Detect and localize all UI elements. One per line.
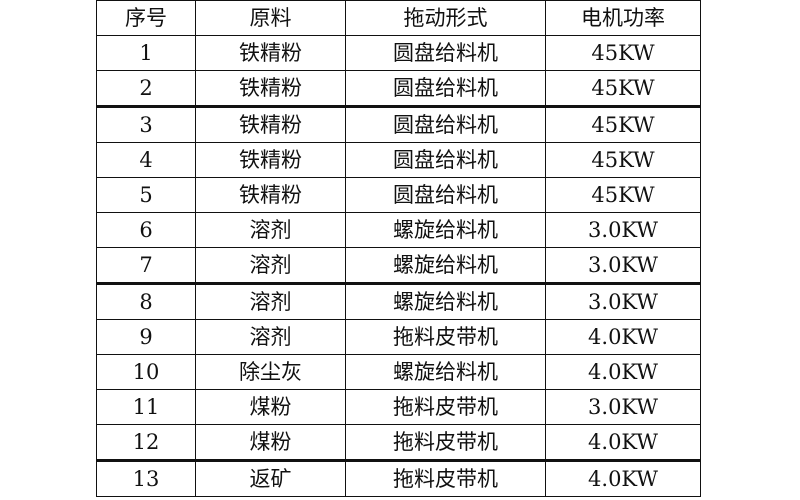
cell-drive: 拖料皮带机 bbox=[345, 389, 546, 425]
table-row: 10 除尘灰 螺旋给料机 4.0KW bbox=[96, 354, 701, 390]
cell-no: 12 bbox=[96, 424, 196, 461]
table-row: 11 煤粉 拖料皮带机 3.0KW bbox=[96, 389, 701, 425]
cell-no: 1 bbox=[96, 35, 196, 71]
table-row: 2 铁精粉 圆盘给料机 45KW bbox=[96, 70, 701, 107]
cell-power: 4.0KW bbox=[545, 319, 701, 355]
cell-material: 煤粉 bbox=[195, 389, 346, 425]
cell-material: 铁精粉 bbox=[195, 70, 346, 107]
cell-drive: 拖料皮带机 bbox=[345, 424, 546, 461]
cell-no: 2 bbox=[96, 70, 196, 107]
cell-drive: 螺旋给料机 bbox=[345, 282, 546, 320]
cell-drive: 拖料皮带机 bbox=[345, 319, 546, 355]
cell-power: 3.0KW bbox=[545, 389, 701, 425]
table-row: 8 溶剂 螺旋给料机 3.0KW bbox=[96, 282, 701, 320]
cell-material: 铁精粉 bbox=[195, 177, 346, 213]
cell-power: 45KW bbox=[545, 177, 701, 213]
cell-drive: 拖料皮带机 bbox=[345, 459, 546, 497]
cell-drive: 圆盘给料机 bbox=[345, 70, 546, 107]
header-no: 序号 bbox=[96, 0, 196, 36]
table-row: 3 铁精粉 圆盘给料机 45KW bbox=[96, 105, 701, 143]
cell-drive: 螺旋给料机 bbox=[345, 354, 546, 390]
cell-material: 溶剂 bbox=[195, 212, 346, 248]
table-row: 12 煤粉 拖料皮带机 4.0KW bbox=[96, 424, 701, 461]
cell-no: 6 bbox=[96, 212, 196, 248]
cell-power: 45KW bbox=[545, 105, 701, 143]
cell-power: 45KW bbox=[545, 70, 701, 107]
cell-no: 8 bbox=[96, 282, 196, 320]
cell-no: 5 bbox=[96, 177, 196, 213]
cell-material: 铁精粉 bbox=[195, 35, 346, 71]
cell-no: 13 bbox=[96, 459, 196, 497]
table-row: 1 铁精粉 圆盘给料机 45KW bbox=[96, 35, 701, 71]
cell-no: 3 bbox=[96, 105, 196, 143]
cell-no: 7 bbox=[96, 247, 196, 284]
cell-power: 45KW bbox=[545, 142, 701, 178]
cell-power: 3.0KW bbox=[545, 282, 701, 320]
cell-material: 煤粉 bbox=[195, 424, 346, 461]
cell-material: 溶剂 bbox=[195, 319, 346, 355]
header-drive: 拖动形式 bbox=[345, 0, 546, 36]
cell-material: 除尘灰 bbox=[195, 354, 346, 390]
table-row: 13 返矿 拖料皮带机 4.0KW bbox=[96, 459, 701, 497]
cell-drive: 圆盘给料机 bbox=[345, 142, 546, 178]
cell-material: 返矿 bbox=[195, 459, 346, 497]
table-row: 7 溶剂 螺旋给料机 3.0KW bbox=[96, 247, 701, 284]
table-row: 4 铁精粉 圆盘给料机 45KW bbox=[96, 142, 701, 178]
equipment-table: 序号 原料 拖动形式 电机功率 1 铁精粉 圆盘给料机 45KW 2 铁精粉 圆盘给料机 45… bbox=[96, 0, 701, 497]
cell-power: 3.0KW bbox=[545, 247, 701, 284]
cell-material: 溶剂 bbox=[195, 247, 346, 284]
cell-drive: 圆盘给料机 bbox=[345, 105, 546, 143]
cell-power: 3.0KW bbox=[545, 212, 701, 248]
table-row: 5 铁精粉 圆盘给料机 45KW bbox=[96, 177, 701, 213]
cell-drive: 圆盘给料机 bbox=[345, 35, 546, 71]
cell-no: 9 bbox=[96, 319, 196, 355]
table-row: 9 溶剂 拖料皮带机 4.0KW bbox=[96, 319, 701, 355]
cell-no: 10 bbox=[96, 354, 196, 390]
cell-power: 4.0KW bbox=[545, 354, 701, 390]
cell-drive: 螺旋给料机 bbox=[345, 247, 546, 284]
cell-no: 4 bbox=[96, 142, 196, 178]
header-power: 电机功率 bbox=[545, 0, 701, 36]
table-row: 6 溶剂 螺旋给料机 3.0KW bbox=[96, 212, 701, 248]
cell-drive: 圆盘给料机 bbox=[345, 177, 546, 213]
cell-power: 45KW bbox=[545, 35, 701, 71]
header-material: 原料 bbox=[195, 0, 346, 36]
cell-power: 4.0KW bbox=[545, 424, 701, 461]
cell-drive: 螺旋给料机 bbox=[345, 212, 546, 248]
cell-no: 11 bbox=[96, 389, 196, 425]
cell-material: 铁精粉 bbox=[195, 142, 346, 178]
cell-material: 溶剂 bbox=[195, 282, 346, 320]
cell-material: 铁精粉 bbox=[195, 105, 346, 143]
header-row: 序号 原料 拖动形式 电机功率 bbox=[96, 0, 701, 36]
cell-power: 4.0KW bbox=[545, 459, 701, 497]
